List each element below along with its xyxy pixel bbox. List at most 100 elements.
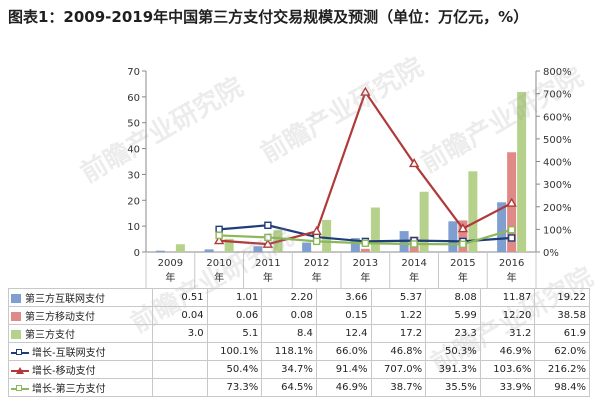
table-cell: 8.08: [425, 288, 481, 307]
chart-canvas: 0102030405060700%100%200%300%400%500%600…: [127, 67, 572, 288]
table-cell: 46.9%: [479, 342, 536, 361]
bar: [302, 242, 312, 252]
table-cell: 118.1%: [261, 342, 317, 361]
category-label: 年: [507, 271, 517, 284]
bar: [468, 171, 478, 252]
left-tick-label: 0: [134, 248, 140, 259]
bar: [448, 221, 458, 252]
legend-line-marker: [11, 384, 29, 393]
row-label: 第三方移动支付: [25, 312, 95, 323]
table-cell: 50.3%: [425, 342, 481, 361]
table-row: 第三方支付 3.0 5.1 8.4 12.4 17.2 23.3 31.2 61.9: [8, 324, 590, 343]
line-point: [459, 240, 467, 249]
line-point: [457, 223, 469, 233]
table-cell: 91.4%: [315, 360, 372, 379]
bar: [175, 244, 185, 252]
table-cell: 3.0: [152, 324, 208, 343]
table-cell: 0.51: [152, 288, 208, 307]
bar: [497, 202, 507, 252]
left-tick-label: 10: [127, 222, 140, 233]
line-point: [507, 234, 516, 242]
chart-title: 图表1：2009-2019年中国第三方支付交易规模及预测（单位：万亿元，%）: [8, 8, 529, 26]
table-cell: 31.2: [479, 324, 536, 343]
table-cell: 391.3%: [425, 360, 481, 379]
table-cell: 3.66: [315, 288, 372, 307]
table-cell: 17.2: [370, 324, 427, 343]
row-label: 第三方互联网支付: [25, 294, 105, 305]
category-label: 2013: [353, 258, 378, 269]
table-row: 增长-移动支付 50.4% 34.7% 91.4% 707.0% 391.3% 103.6%…: [8, 360, 590, 379]
category-label: 2012: [304, 258, 329, 269]
row-label: 增长-互联网支付: [32, 348, 106, 359]
row-label: 增长-第三方支付: [32, 384, 106, 395]
line-point: [410, 240, 418, 248]
table-cell: 46.8%: [370, 342, 427, 361]
left-tick-label: 40: [127, 145, 140, 156]
table-cell: 2.20: [261, 288, 317, 307]
left-tick-label: 60: [127, 93, 140, 104]
row-legend: 第三方支付: [8, 324, 153, 343]
table-cell: 103.6%: [479, 360, 536, 379]
table-row: 增长-互联网支付 100.1% 118.1% 66.0% 46.8% 50.3% 46.9%…: [8, 342, 590, 361]
line-point: [360, 86, 371, 96]
table-cell: 11.87: [479, 288, 536, 307]
table-cell: 1.01: [206, 288, 263, 307]
line-point: [264, 221, 272, 229]
table-cell: 61.9: [534, 324, 590, 343]
row-legend: 第三方移动支付: [8, 306, 153, 325]
left-tick-label: 30: [127, 170, 140, 181]
table-row: 第三方互联网支付 0.51 1.01 2.20 3.66 5.37 8.08 11.87 19.…: [8, 288, 590, 307]
table-cell: 23.3: [425, 324, 481, 343]
bar: [419, 191, 429, 252]
legend-line-marker: [11, 366, 29, 375]
legend-swatch: [11, 312, 21, 321]
table-cell: 8.4: [261, 324, 317, 343]
line-point: [262, 238, 274, 248]
table-cell: 5.1: [206, 324, 263, 343]
table-cell: 0.04: [152, 306, 208, 325]
line-point: [311, 225, 322, 236]
table-cell: 707.0%: [370, 360, 427, 379]
bar: [350, 238, 360, 252]
category-label: 年: [312, 271, 322, 284]
category-label: 2011: [255, 258, 280, 269]
category-label: 年: [458, 271, 468, 284]
line-point: [408, 158, 420, 168]
table-cell: 38.58: [534, 306, 590, 325]
table-cell: 100.1%: [206, 342, 263, 361]
line-point: [506, 197, 517, 207]
legend-line-marker: [11, 348, 29, 357]
table-cell: 216.2%: [534, 360, 590, 379]
right-tick-label: 600%: [543, 112, 572, 123]
line-point: [215, 225, 223, 234]
table-cell: 19.22: [534, 288, 590, 307]
table-cell: 64.5%: [261, 378, 317, 397]
table-cell: 66.0%: [315, 342, 372, 361]
bar: [253, 246, 263, 252]
category-label: 年: [360, 271, 370, 284]
row-legend: 第三方互联网支付: [8, 288, 153, 307]
table-cell: 33.9%: [479, 378, 536, 397]
line-point: [361, 239, 370, 247]
category-label: 2016: [499, 258, 524, 269]
table-row: 第三方移动支付 0.04 0.06 0.08 0.15 1.22 5.99 12.20 38.5…: [8, 306, 590, 325]
table-cell: 0.06: [206, 306, 263, 325]
category-label: 2010: [206, 258, 231, 269]
bar: [204, 249, 214, 252]
category-label: 年: [409, 271, 419, 284]
row-legend: 增长-互联网支付: [8, 342, 153, 361]
right-tick-label: 300%: [543, 180, 572, 191]
series-line: [219, 89, 513, 246]
category-label: 2009: [158, 258, 183, 269]
data-table: 第三方互联网支付 0.51 1.01 2.20 3.66 5.37 8.08 11.87 19.…: [8, 288, 590, 397]
category-label: 2014: [401, 258, 426, 269]
row-legend: 增长-移动支付: [8, 360, 153, 379]
right-tick-label: 400%: [543, 158, 572, 169]
line-point: [507, 226, 516, 234]
category-label: 2015: [450, 258, 475, 269]
line-point: [215, 231, 223, 240]
table-cell: 0.08: [261, 306, 317, 325]
table-cell: 46.9%: [315, 378, 372, 397]
bar: [322, 219, 332, 252]
line-point: [213, 235, 225, 245]
